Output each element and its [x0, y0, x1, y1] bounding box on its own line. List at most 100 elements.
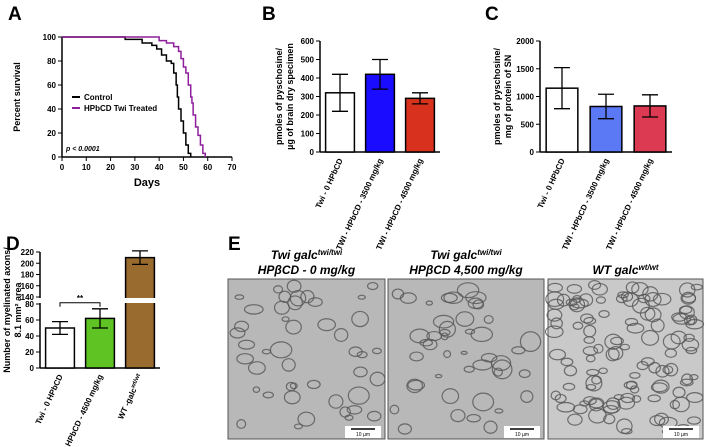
axon	[297, 411, 316, 427]
axon	[631, 297, 650, 314]
axon	[620, 291, 634, 302]
y-tick-label: 80	[25, 300, 34, 309]
axon	[440, 292, 458, 303]
axon	[440, 332, 449, 341]
x-tick-label: 70	[228, 163, 237, 172]
axon	[369, 371, 386, 387]
axon	[631, 395, 642, 403]
axon	[348, 346, 363, 357]
y-tick-label: 200	[301, 111, 315, 120]
axon	[443, 291, 464, 305]
axon	[662, 333, 681, 350]
x-tick-label: Twi - 0 HPbCD	[314, 157, 345, 210]
x-tick-label: WT -galcwt/wt	[116, 373, 145, 421]
axon	[272, 285, 284, 294]
axon	[652, 379, 670, 394]
x-tick-label: TWI - HPbCD - 3500 mg/kg	[560, 157, 610, 252]
axon	[347, 386, 370, 405]
title-text: Twi galc	[430, 248, 477, 262]
axon	[491, 359, 513, 380]
error-bar	[132, 250, 148, 266]
axon	[641, 329, 660, 346]
axon	[243, 304, 264, 315]
y-axis-label: Percent survival	[12, 62, 22, 132]
y-tick-label: 40	[47, 105, 56, 114]
axon	[548, 348, 567, 361]
axon	[568, 297, 586, 313]
axon	[406, 378, 424, 394]
x-tick-label: 50	[179, 163, 188, 172]
axon	[281, 358, 296, 372]
axon	[351, 310, 369, 328]
axon	[583, 336, 595, 344]
x-tick-label: TWI - HPbCD - 4500 mg/kg	[374, 157, 424, 252]
y-tick-label: 0	[30, 364, 35, 373]
axon	[470, 326, 494, 343]
x-tick-label: TWI - HPbCD - 4500 mg/kg	[604, 157, 654, 252]
axon	[605, 347, 620, 362]
axon	[593, 343, 604, 354]
axon	[493, 367, 503, 377]
axon	[432, 314, 455, 329]
y-tick-label: 300	[301, 93, 315, 102]
axon	[566, 284, 583, 294]
panel-letter: B	[262, 4, 276, 25]
axon	[285, 319, 302, 335]
axon	[579, 313, 594, 324]
y-tick-label: 500	[521, 120, 535, 129]
y-tick-label: 80	[47, 57, 56, 66]
axon	[357, 294, 366, 300]
axon	[578, 293, 594, 307]
y-axis-label: pmoles of pyschosine/	[274, 47, 284, 145]
axon	[465, 291, 487, 305]
category-text: TWI - HPbCD - 4500 mg/kg	[604, 157, 654, 252]
axon	[371, 347, 382, 355]
axon	[281, 316, 290, 322]
axon	[229, 327, 246, 339]
axon	[664, 362, 679, 377]
axon	[686, 314, 698, 326]
axon	[438, 320, 457, 338]
axon	[434, 373, 443, 379]
y-tick-label: 100	[43, 33, 57, 42]
title-superscript: twi/twi	[318, 248, 343, 257]
axon	[306, 379, 321, 390]
micrograph	[387, 278, 545, 440]
y-tick-label: 0	[310, 148, 315, 157]
axon	[472, 392, 495, 412]
error-bar	[92, 308, 108, 329]
axon	[307, 297, 323, 307]
image-subtitle: HPβCD - 0 mg/kg	[258, 263, 356, 277]
axon	[621, 427, 633, 435]
significance-bracket	[59, 302, 101, 307]
axon	[550, 317, 563, 330]
axon	[450, 408, 466, 423]
axon	[586, 368, 600, 377]
axon	[269, 341, 293, 359]
axon	[286, 279, 302, 293]
axon	[287, 295, 303, 311]
axon	[399, 292, 417, 304]
axon	[686, 392, 704, 404]
axon	[655, 364, 670, 378]
y-tick-label: 220	[21, 248, 35, 257]
axon	[236, 419, 247, 429]
axon	[625, 380, 638, 390]
y-axis-label: µg of brain dry specimen	[285, 43, 295, 150]
scale-bar-label: 10 µm	[515, 432, 529, 438]
annotation: p < 0.0001	[65, 146, 100, 153]
axon	[650, 318, 665, 333]
axon	[346, 405, 363, 415]
title-superscript: twi/twi	[477, 248, 502, 257]
axon	[567, 413, 583, 426]
x-tick-label: TWI - HPbCD - 4500 mg/kg	[54, 373, 104, 447]
axon	[233, 320, 250, 333]
axon	[511, 346, 526, 355]
survival-line	[62, 36, 192, 157]
axon	[397, 423, 412, 435]
axon	[585, 383, 597, 391]
axon	[463, 365, 475, 373]
axon	[582, 346, 599, 356]
axon	[328, 394, 344, 409]
axon	[234, 294, 245, 300]
